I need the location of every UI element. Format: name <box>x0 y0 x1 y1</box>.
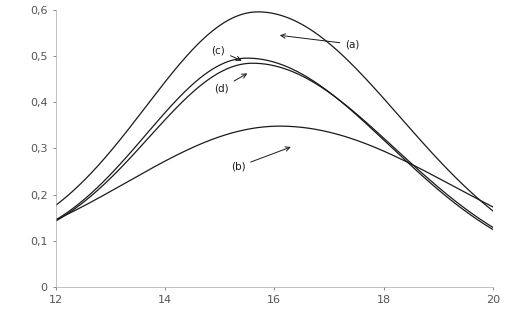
Text: (a): (a) <box>281 34 360 49</box>
Text: (c): (c) <box>211 45 241 61</box>
Text: (b): (b) <box>231 147 290 172</box>
Text: (d): (d) <box>214 74 246 93</box>
